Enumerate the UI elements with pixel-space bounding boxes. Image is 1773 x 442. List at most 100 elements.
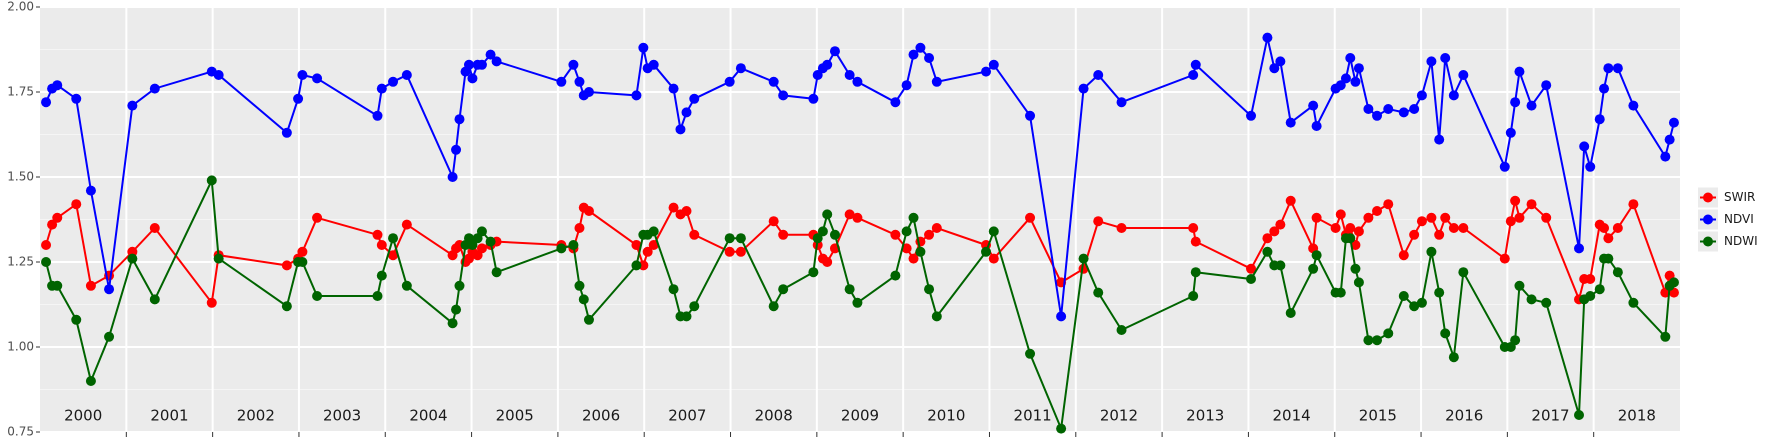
data-point — [1499, 253, 1510, 264]
data-point — [668, 83, 679, 94]
data-point — [1269, 226, 1280, 237]
data-point — [463, 59, 474, 70]
year-label: 2009 — [841, 407, 879, 425]
data-point — [1440, 53, 1451, 63]
data-point — [1599, 83, 1610, 94]
data-point — [454, 114, 465, 125]
data-point — [844, 70, 855, 80]
data-point — [401, 70, 412, 80]
data-point — [574, 223, 585, 233]
data-point — [451, 304, 462, 315]
data-point — [491, 267, 502, 278]
data-point — [1116, 97, 1127, 108]
data-point — [568, 59, 579, 70]
data-point — [574, 280, 585, 291]
data-point — [724, 246, 735, 257]
data-point — [681, 206, 692, 216]
data-point — [71, 314, 82, 325]
data-point — [388, 250, 399, 261]
data-point — [981, 66, 992, 77]
legend-label: NDVI — [1724, 212, 1754, 226]
data-point — [1372, 206, 1383, 216]
data-point — [924, 284, 935, 295]
year-label: 2007 — [668, 407, 706, 425]
data-point — [908, 212, 919, 223]
data-point — [1285, 117, 1296, 128]
data-point — [1188, 223, 1199, 233]
data-point — [297, 257, 308, 267]
data-point — [1262, 32, 1273, 43]
data-point — [890, 270, 901, 281]
data-point — [1275, 56, 1286, 67]
data-point — [41, 240, 52, 250]
y-tick-label: 1.00 — [7, 340, 34, 354]
data-point — [1409, 301, 1420, 312]
data-point — [583, 206, 594, 216]
data-point — [631, 240, 642, 250]
data-point — [1345, 233, 1356, 244]
data-point — [1398, 250, 1409, 261]
data-point — [1426, 212, 1437, 223]
data-point — [675, 124, 686, 135]
data-point — [735, 63, 746, 74]
data-point — [1426, 56, 1437, 67]
y-tick-label: 1.25 — [7, 255, 34, 269]
legend-label: SWIR — [1724, 190, 1755, 204]
data-point — [1510, 335, 1521, 346]
data-point — [401, 280, 412, 291]
data-point — [681, 107, 692, 118]
data-point — [1025, 212, 1036, 223]
data-point — [312, 291, 323, 301]
data-point — [213, 253, 224, 264]
data-point — [735, 233, 746, 244]
data-point — [1409, 104, 1420, 114]
data-point — [1612, 63, 1623, 74]
data-point — [1246, 263, 1257, 274]
data-point — [1448, 223, 1459, 233]
data-point — [206, 297, 217, 308]
data-point — [1363, 104, 1374, 114]
data-point — [574, 76, 585, 87]
data-point — [631, 260, 642, 271]
data-point — [812, 70, 823, 80]
data-point — [844, 209, 855, 220]
data-point — [485, 236, 496, 247]
data-point — [689, 93, 700, 104]
data-point — [447, 172, 458, 182]
data-point — [1093, 216, 1104, 227]
data-point — [583, 314, 594, 325]
data-point — [768, 76, 779, 87]
y-tick-label: 1.75 — [7, 85, 34, 99]
data-point — [556, 76, 567, 87]
data-point — [1350, 263, 1361, 274]
data-point — [1383, 199, 1394, 210]
data-point — [1363, 212, 1374, 223]
data-point — [1353, 63, 1364, 74]
data-point — [852, 212, 863, 223]
data-point — [71, 199, 82, 210]
data-point — [1440, 212, 1451, 223]
data-point — [1574, 410, 1585, 420]
data-point — [447, 318, 458, 329]
data-point — [988, 59, 999, 70]
data-point — [1056, 423, 1067, 434]
data-point — [476, 59, 487, 70]
data-point — [1308, 263, 1319, 274]
data-point — [638, 260, 649, 271]
data-point — [1458, 223, 1469, 233]
data-point — [467, 73, 478, 84]
data-point — [1434, 229, 1445, 240]
data-point — [901, 226, 912, 237]
data-point — [852, 297, 863, 308]
data-point — [829, 46, 840, 57]
data-point — [1434, 134, 1445, 145]
data-point — [822, 209, 833, 220]
data-point — [1308, 100, 1319, 111]
data-point — [1603, 63, 1614, 74]
data-point — [1510, 195, 1521, 206]
data-point — [1499, 161, 1510, 172]
year-label: 2008 — [755, 407, 793, 425]
data-point — [1505, 216, 1516, 227]
data-point — [1269, 63, 1280, 74]
